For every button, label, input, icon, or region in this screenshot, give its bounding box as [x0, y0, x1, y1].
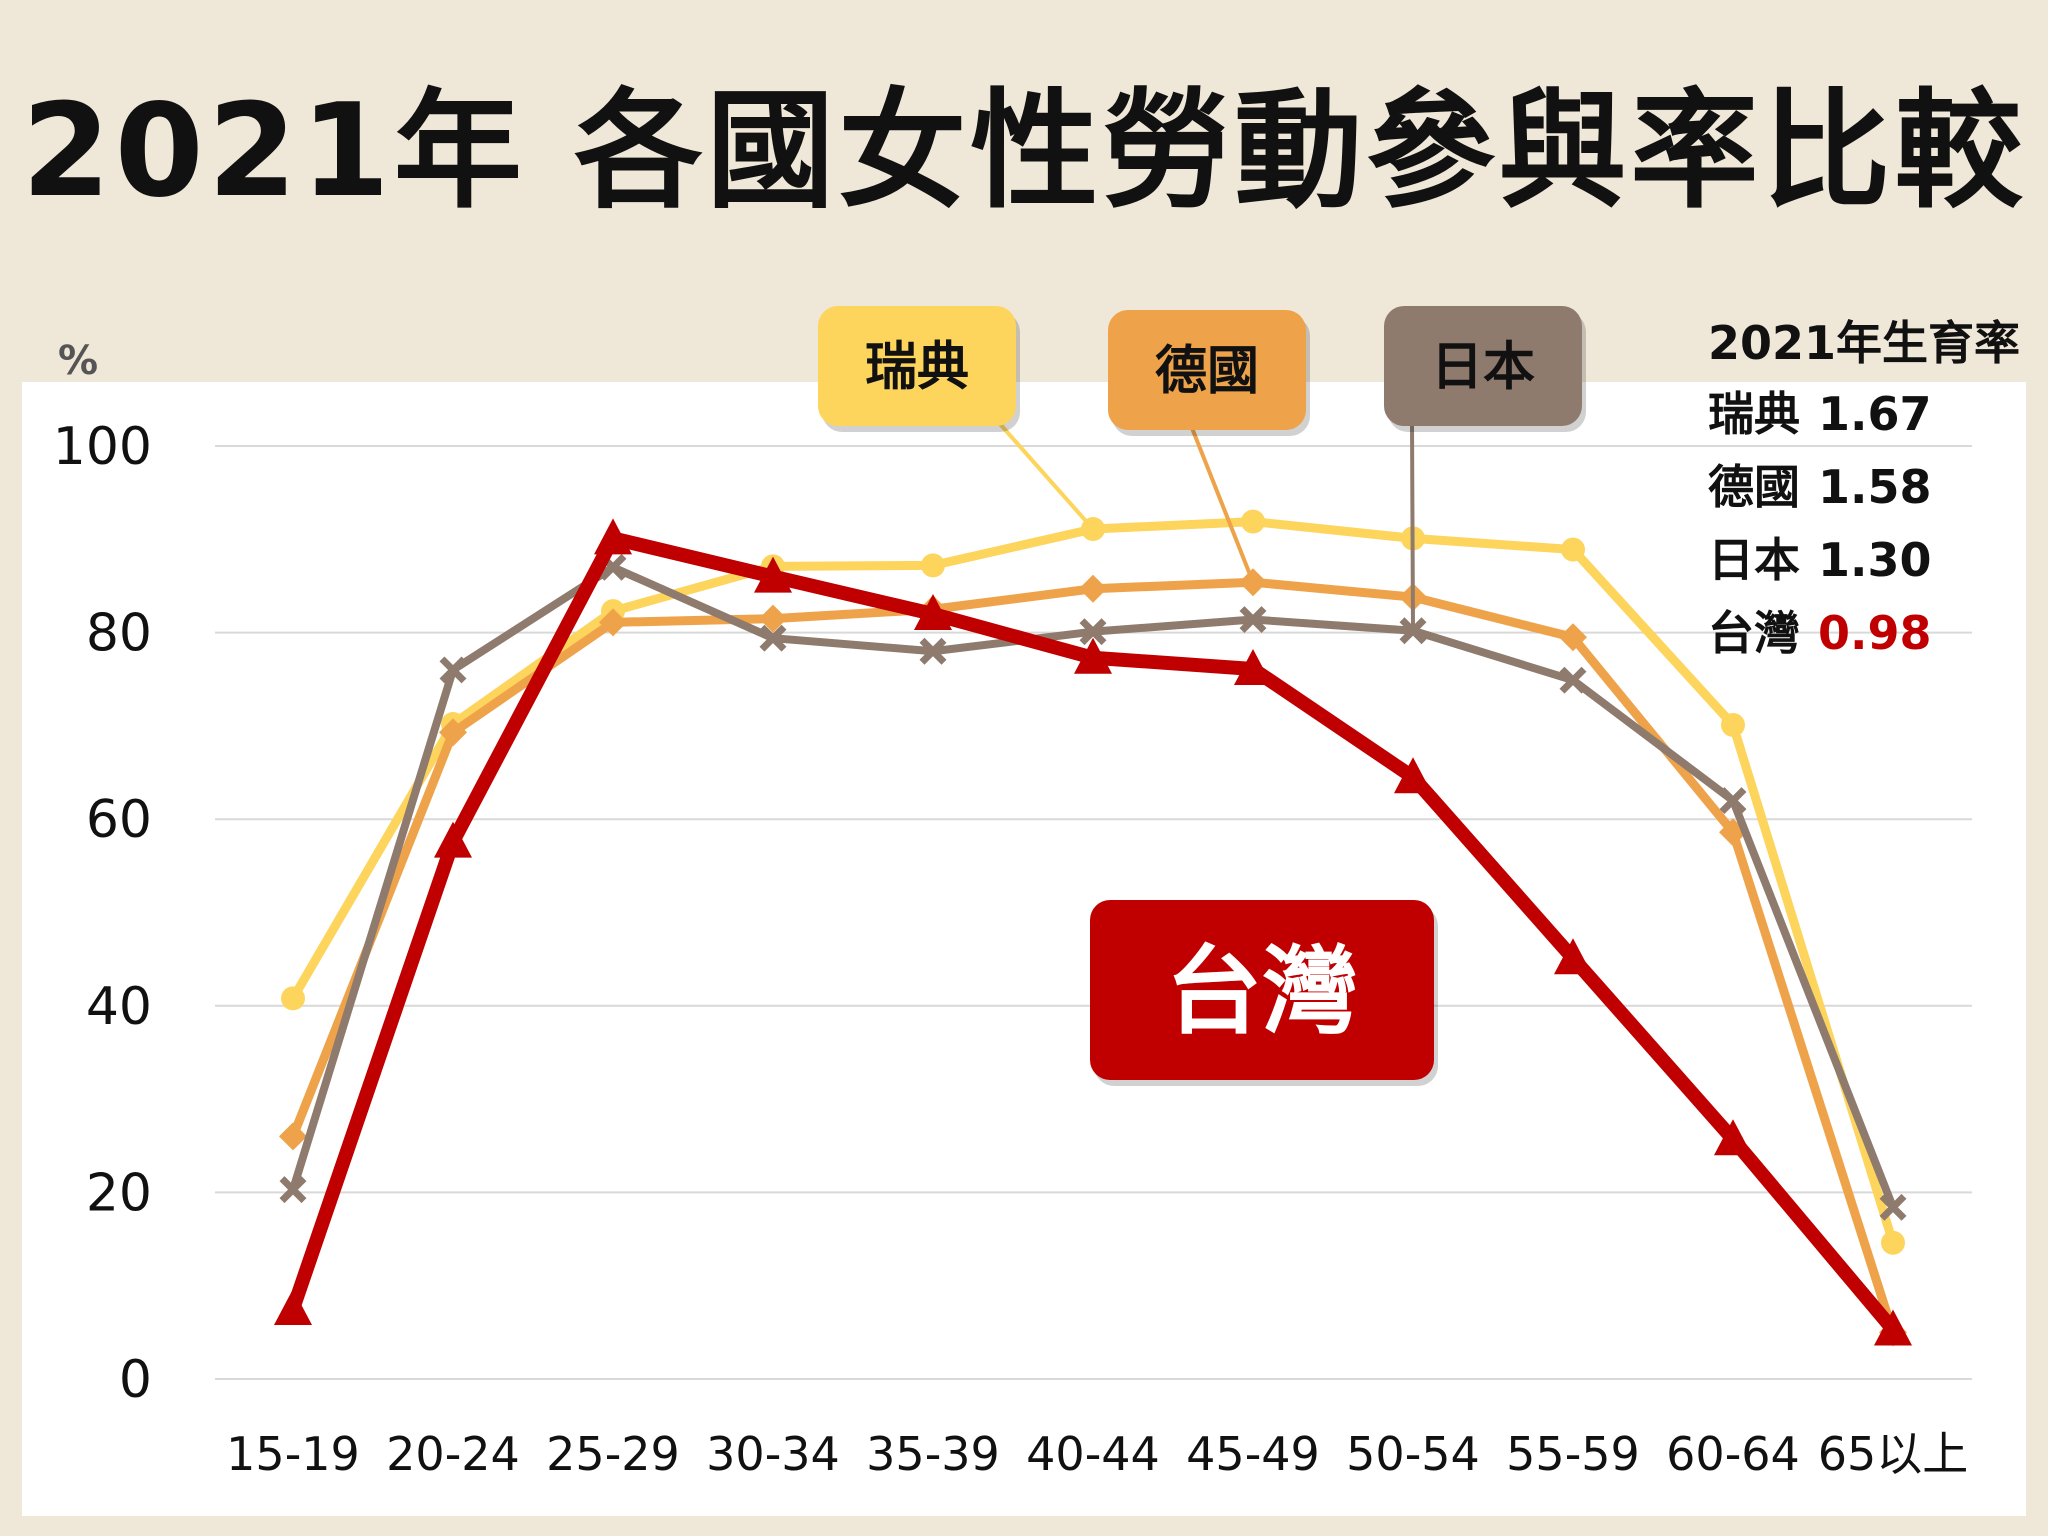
x-tick-label: 20-24 — [386, 1427, 520, 1481]
callout-leader-sweden — [998, 422, 1095, 531]
fertility-country: 瑞典 — [1708, 387, 1800, 441]
callout-label-japan: 日本 — [1431, 338, 1535, 398]
data-point-taiwan — [1234, 648, 1272, 685]
data-point-taiwan — [1394, 757, 1432, 794]
x-tick-label: 55-59 — [1506, 1427, 1640, 1481]
data-point-sweden — [1721, 712, 1745, 737]
callout-leader-germany — [1190, 427, 1255, 583]
x-tick-label: 65以上 — [1818, 1427, 1969, 1481]
x-tick-label: 25-29 — [546, 1427, 680, 1481]
chart-panel — [22, 382, 2026, 1516]
y-tick-label: 0 — [119, 1350, 152, 1410]
x-tick-label: 40-44 — [1026, 1427, 1160, 1481]
data-point-taiwan — [1554, 938, 1592, 975]
data-point-japan — [759, 624, 787, 652]
data-point-taiwan — [1874, 1309, 1912, 1346]
data-point-taiwan — [1074, 637, 1112, 674]
callout-label-germany: 德國 — [1155, 342, 1259, 402]
callout-box-japan — [1384, 306, 1582, 426]
fertility-country: 日本 — [1708, 533, 1800, 587]
y-tick-label: 100 — [53, 417, 152, 477]
fertility-country: 台灣 — [1708, 606, 1800, 660]
callout-box-taiwan — [1090, 900, 1434, 1080]
data-point-japan — [439, 656, 467, 684]
data-point-germany — [439, 718, 467, 747]
callout-box-germany — [1108, 310, 1306, 430]
data-point-taiwan — [754, 556, 792, 593]
callout-label-taiwan: 台灣 — [1166, 936, 1358, 1048]
data-point-taiwan — [594, 518, 632, 555]
fertility-row-japan: 日本 1.30 — [1708, 524, 2020, 597]
data-point-taiwan — [914, 593, 952, 630]
data-point-japan — [1879, 1193, 1907, 1221]
data-point-germany — [279, 1122, 307, 1151]
callout-box-sweden — [818, 306, 1016, 426]
x-tick-label: 60-64 — [1666, 1427, 1800, 1481]
data-point-sweden — [1561, 537, 1585, 562]
data-point-taiwan — [1714, 1119, 1752, 1156]
data-point-germany — [1079, 574, 1107, 603]
y-axis-unit: % — [58, 338, 99, 384]
y-tick-label: 20 — [86, 1163, 152, 1223]
x-tick-label: 45-49 — [1186, 1427, 1320, 1481]
data-point-japan — [1079, 618, 1107, 646]
page-title: 2021年 各國女性勞動參與率比較 — [21, 77, 2027, 226]
fertility-row-sweden: 瑞典 1.67 — [1708, 378, 2020, 451]
callout-label-sweden: 瑞典 — [865, 338, 969, 398]
data-point-germany — [759, 604, 787, 633]
fertility-rate-table: 2021年生育率 瑞典 1.67 德國 1.58 日本 1.30 台灣 0.98 — [1708, 308, 2020, 670]
data-point-japan — [1719, 787, 1747, 815]
fertility-value: 1.30 — [1818, 533, 1932, 587]
data-point-taiwan — [274, 1289, 312, 1326]
y-tick-label: 40 — [86, 977, 152, 1037]
y-tick-label: 60 — [86, 790, 152, 850]
data-point-germany — [599, 608, 627, 637]
data-point-sweden — [281, 986, 305, 1011]
fertility-heading: 2021年生育率 — [1708, 316, 2021, 370]
fertility-row-taiwan: 台灣 0.98 — [1708, 597, 2020, 670]
data-point-germany — [1559, 623, 1587, 652]
data-point-japan — [1559, 666, 1587, 694]
fertility-row-germany: 德國 1.58 — [1708, 451, 2020, 524]
fertility-value: 0.98 — [1818, 606, 1932, 660]
data-point-sweden — [921, 553, 945, 578]
data-point-japan — [279, 1176, 307, 1204]
fertility-country: 德國 — [1708, 460, 1800, 514]
y-tick-label: 80 — [86, 604, 152, 664]
callout-leader-japan — [1410, 423, 1415, 631]
x-tick-label: 35-39 — [866, 1427, 1000, 1481]
data-point-japan — [919, 637, 947, 665]
data-point-taiwan — [434, 821, 472, 858]
data-point-sweden — [1241, 509, 1265, 534]
fertility-value: 1.58 — [1818, 460, 1932, 514]
x-tick-label: 30-34 — [706, 1427, 840, 1481]
data-point-sweden — [1881, 1230, 1905, 1255]
data-point-japan — [1239, 606, 1267, 634]
fertility-value: 1.67 — [1818, 387, 1932, 441]
x-tick-label: 50-54 — [1346, 1427, 1480, 1481]
x-tick-label: 15-19 — [226, 1427, 360, 1481]
